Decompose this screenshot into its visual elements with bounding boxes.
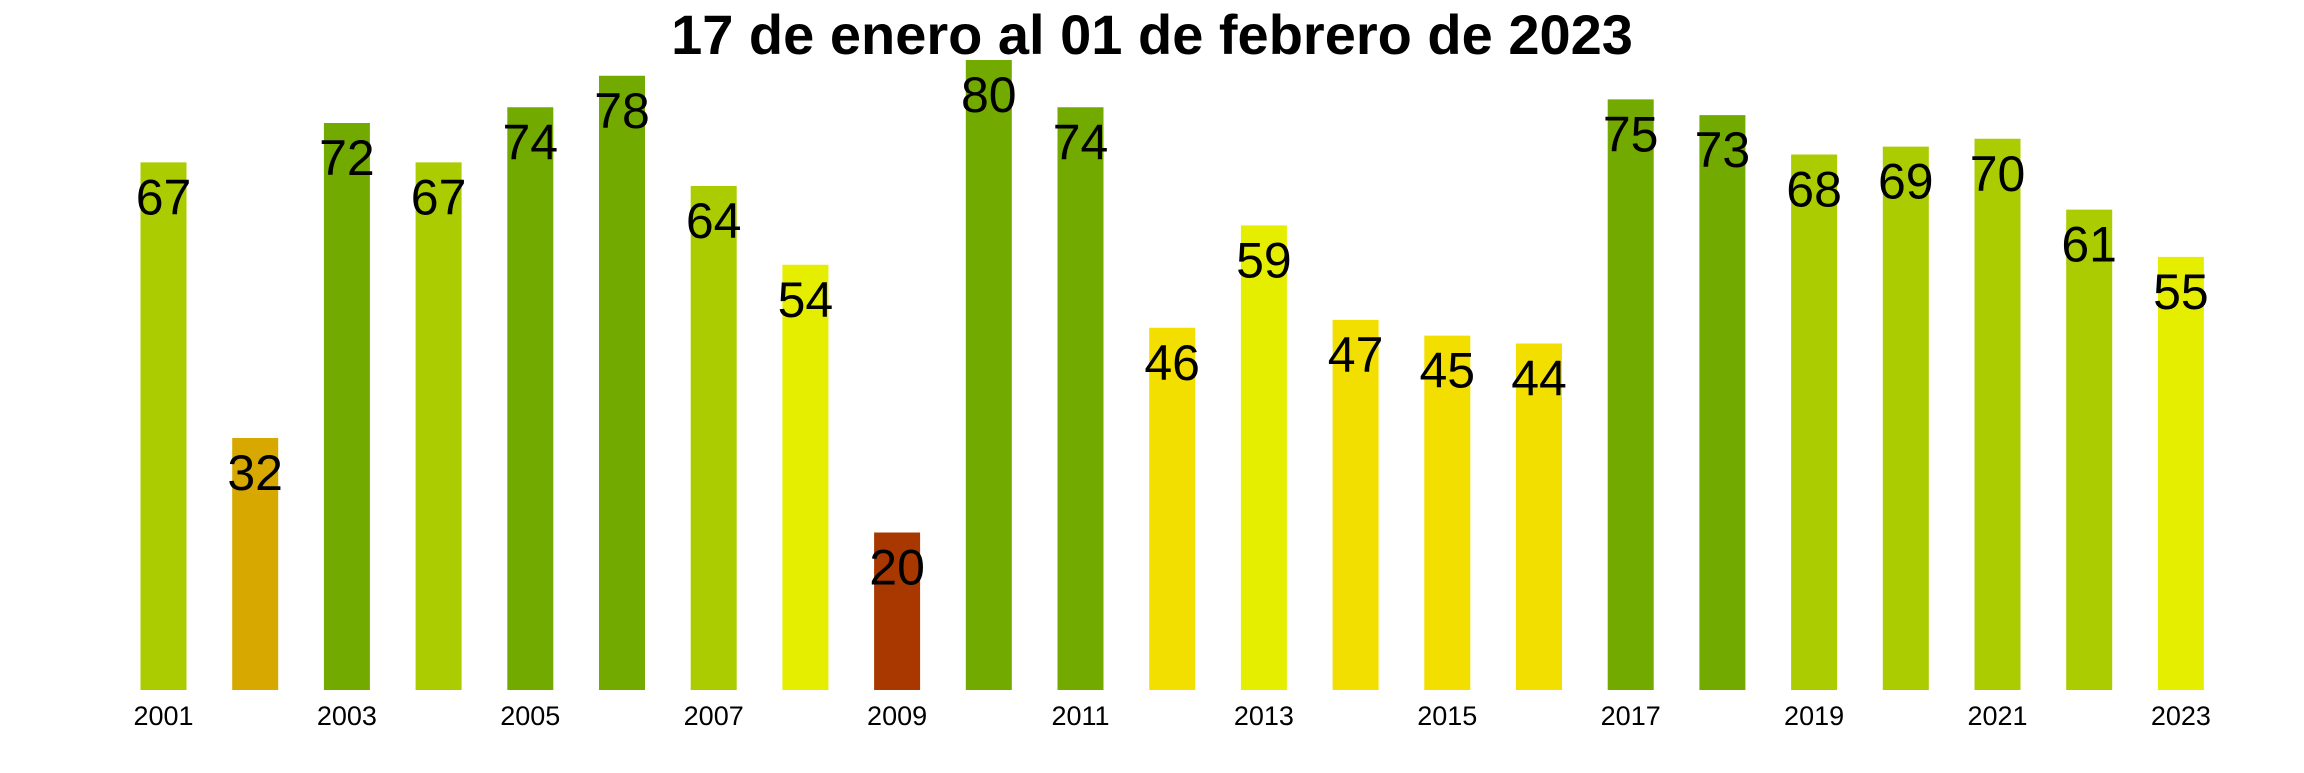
bar-2012 <box>1149 327 1196 690</box>
x-tick-label-2011: 2011 <box>1051 701 1109 731</box>
data-label-2001: 67 <box>136 169 192 225</box>
data-label-2006: 78 <box>594 83 650 139</box>
bar-2013 <box>1240 225 1287 690</box>
data-label-2009: 20 <box>869 540 925 596</box>
bar-2019 <box>1791 154 1838 690</box>
bar-2010 <box>965 60 1012 690</box>
bar-2015 <box>1424 335 1471 690</box>
x-tick-label-2009: 2009 <box>867 701 927 731</box>
data-label-2017: 75 <box>1603 106 1659 162</box>
x-tick-label-2017: 2017 <box>1601 701 1661 731</box>
data-label-2002: 32 <box>227 445 283 501</box>
data-label-2015: 45 <box>1419 343 1475 399</box>
x-tick-label-2021: 2021 <box>1967 701 2027 731</box>
x-tick-label-2001: 2001 <box>133 701 193 731</box>
data-label-2013: 59 <box>1236 232 1292 288</box>
bar-2002 <box>232 438 279 690</box>
data-label-2019: 68 <box>1786 162 1842 218</box>
data-label-2023: 55 <box>2153 264 2209 320</box>
x-tick-label-2005: 2005 <box>500 701 560 731</box>
data-label-2020: 69 <box>1878 154 1934 210</box>
x-tick-label-2003: 2003 <box>317 701 377 731</box>
data-label-2004: 67 <box>411 169 467 225</box>
data-label-2007: 64 <box>686 193 742 249</box>
chart-title: 17 de enero al 01 de febrero de 2023 <box>671 3 1633 66</box>
data-label-2016: 44 <box>1511 351 1567 407</box>
bar-2001 <box>140 162 187 690</box>
x-tick-label-2023: 2023 <box>2151 701 2211 731</box>
bar-2020 <box>1882 146 1929 690</box>
x-tick-label-2019: 2019 <box>1784 701 1844 731</box>
bar-2006 <box>599 75 645 690</box>
x-tick-label-2015: 2015 <box>1417 701 1477 731</box>
data-label-2003: 72 <box>319 130 375 186</box>
data-label-2010: 80 <box>961 67 1017 123</box>
data-label-2011: 74 <box>1053 114 1109 170</box>
bar-2004 <box>415 162 462 690</box>
bar-2017 <box>1607 99 1654 690</box>
data-label-2008: 54 <box>778 272 834 328</box>
data-label-2014: 47 <box>1328 327 1384 383</box>
x-tick-label-2013: 2013 <box>1234 701 1294 731</box>
bar-2018 <box>1699 115 1746 690</box>
data-label-2021: 70 <box>1970 146 2026 202</box>
bar-2021 <box>1974 138 2021 690</box>
bar-2008 <box>782 264 829 690</box>
bar-2016 <box>1516 343 1562 690</box>
bar-2022 <box>2066 209 2113 690</box>
bar-2023 <box>2157 256 2204 690</box>
bar-2009 <box>874 532 921 690</box>
data-label-2022: 61 <box>2061 217 2117 273</box>
bar-2011 <box>1057 107 1104 690</box>
x-tick-label-2007: 2007 <box>684 701 744 731</box>
bar-2005 <box>507 107 554 690</box>
bar-2003 <box>323 123 370 690</box>
data-label-2005: 74 <box>502 114 558 170</box>
data-label-2018: 73 <box>1695 122 1751 178</box>
bar-2007 <box>690 186 737 690</box>
bar-2014 <box>1332 319 1379 690</box>
data-label-2012: 46 <box>1144 335 1200 391</box>
